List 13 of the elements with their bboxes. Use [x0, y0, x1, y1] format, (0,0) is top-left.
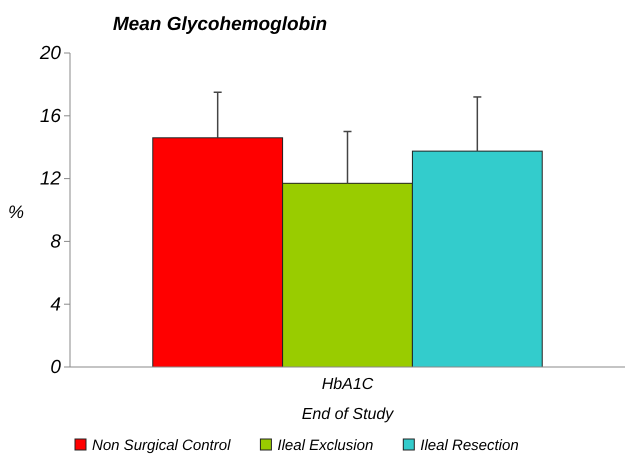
- chart-title: Mean Glycohemoglobin: [112, 14, 328, 35]
- legend-label: Ileal Resection: [420, 437, 519, 454]
- x-axis-title: End of Study: [302, 406, 394, 423]
- y-tick-label: 16: [40, 106, 62, 127]
- y-axis-title: %: [8, 202, 24, 222]
- y-tick-label: 20: [38, 43, 62, 64]
- y-tick-label: 12: [40, 168, 62, 190]
- y-tick-label: 8: [50, 231, 62, 252]
- x-tick-label: HbA1C: [322, 376, 374, 393]
- legend-label: Ileal Exclusion: [277, 437, 374, 454]
- y-tick-label: 4: [50, 294, 61, 316]
- legend-label: Non Surgical Control: [92, 437, 232, 454]
- y-tick-label: 0: [50, 357, 62, 378]
